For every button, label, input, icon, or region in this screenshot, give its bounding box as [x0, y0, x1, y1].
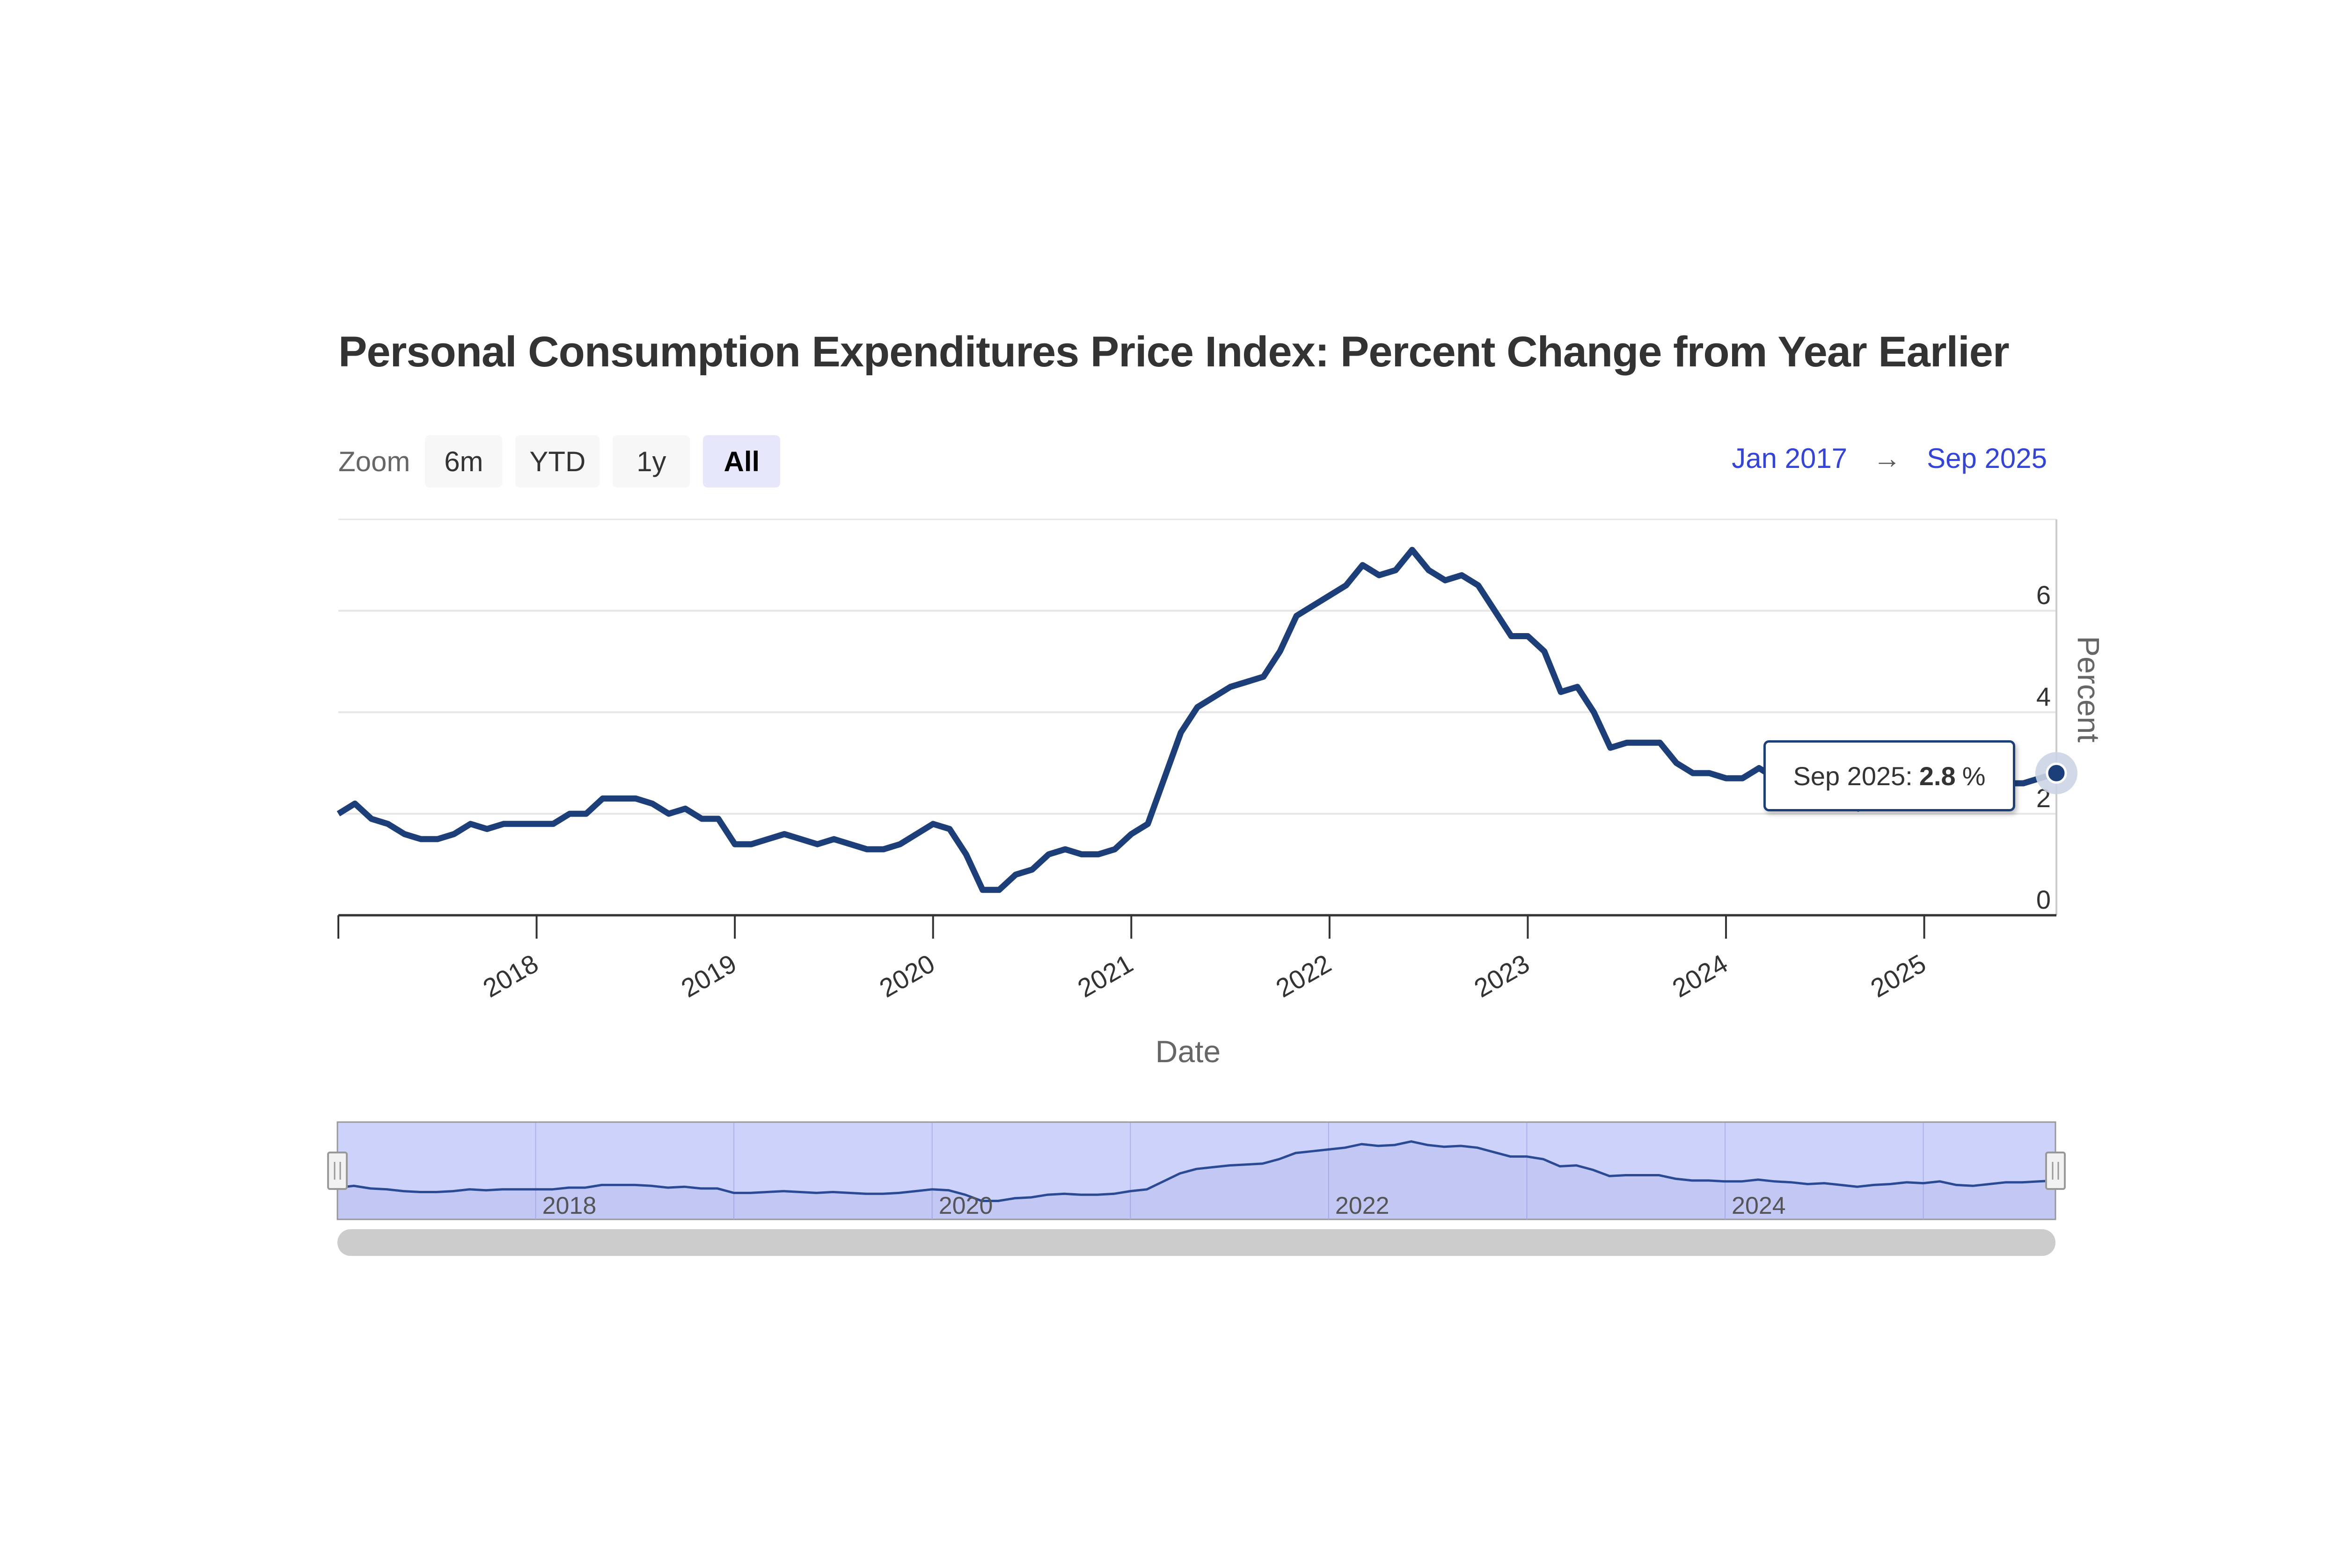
- x-tick-label: 2023: [1469, 948, 1534, 1003]
- tooltip-value: 2.8: [1919, 761, 1956, 791]
- arrow-right-icon: →: [1873, 443, 1901, 474]
- navigator-label: 2018: [542, 1192, 597, 1219]
- range-to-date[interactable]: Sep 2025: [1927, 443, 2047, 474]
- zoom-6m-button[interactable]: 6m: [425, 435, 503, 488]
- chart-title: Personal Consumption Expenditures Price …: [338, 328, 2010, 376]
- scrollbar[interactable]: [337, 1229, 2055, 1256]
- x-tick-label: 2020: [874, 948, 939, 1003]
- handle-grip[interactable]: [327, 1152, 348, 1190]
- x-tick-label: 2024: [1667, 948, 1733, 1003]
- handle-grip[interactable]: [2045, 1152, 2066, 1190]
- navigator-label: 2024: [1732, 1192, 1786, 1219]
- zoom-ytd-button[interactable]: YTD: [515, 435, 600, 488]
- x-tick-label: 2019: [676, 948, 741, 1003]
- navigator: 2018 2020 2022 2024: [327, 1121, 2066, 1256]
- tooltip-unit: %: [1962, 761, 1986, 791]
- y-tick-label: 6: [2036, 580, 2051, 610]
- navigator-area: [337, 1141, 2055, 1219]
- zoom-label: Zoom: [338, 445, 410, 477]
- navigator-handle-left[interactable]: [327, 1152, 348, 1190]
- navigator-line: [337, 1140, 2056, 1202]
- x-tick-label: 2018: [478, 948, 543, 1003]
- tooltip-date: Sep 2025:: [1793, 761, 1913, 791]
- navigator-mask[interactable]: [336, 1121, 2056, 1220]
- hover-data-point[interactable]: [2046, 762, 2067, 784]
- navigator-handle-right[interactable]: [2045, 1152, 2066, 1190]
- y-axis-title: Percent: [2071, 636, 2106, 742]
- x-axis-ticks: 2018 2019 2020 2021 2022 2023 2024 2025: [337, 915, 1931, 1003]
- navigator-label: 2022: [1335, 1192, 1389, 1219]
- tooltip: Sep 2025: 2.8 %: [1763, 740, 2015, 811]
- navigator-label: 2020: [939, 1192, 993, 1219]
- navigator-grid: [535, 1122, 1924, 1219]
- zoom-all-button[interactable]: All: [703, 435, 781, 488]
- zoom-controls: Zoom 6m YTD 1y All: [338, 435, 781, 488]
- range-from-date[interactable]: Jan 2017: [1732, 443, 1848, 474]
- x-tick-label: 2022: [1271, 948, 1336, 1003]
- navigator-labels: 2018 2020 2022 2024: [542, 1192, 1786, 1219]
- x-axis-title: Date: [1155, 1034, 1221, 1069]
- y-tick-label: 0: [2036, 885, 2051, 914]
- x-tick-label: 2021: [1073, 948, 1138, 1003]
- x-tick-label: 2025: [1865, 948, 1930, 1003]
- date-range: Jan 2017 → Sep 2025: [1732, 442, 2047, 474]
- y-tick-label: 4: [2036, 682, 2051, 711]
- zoom-1y-button[interactable]: 1y: [613, 435, 690, 488]
- series-line: [336, 547, 2057, 893]
